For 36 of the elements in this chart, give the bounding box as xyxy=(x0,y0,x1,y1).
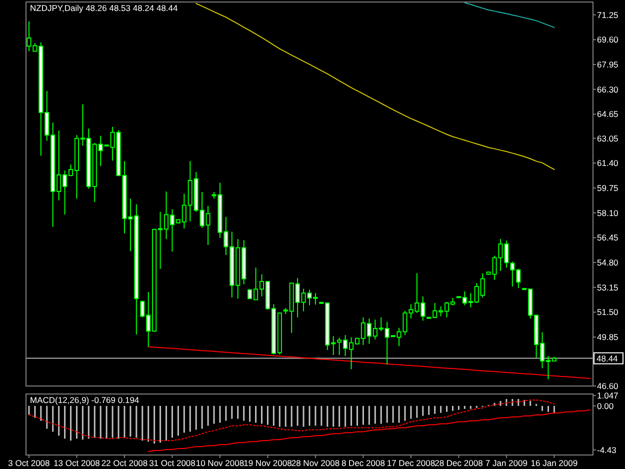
line-series xyxy=(464,2,555,28)
x-tick-label: 16 Jan 2009 xyxy=(530,458,578,468)
y-tick-label: 71.25 xyxy=(597,10,619,20)
x-tick-label: 8 Dec 2008 xyxy=(341,458,386,468)
line-series xyxy=(148,346,591,379)
x-tick-label: 22 Oct 2008 xyxy=(101,458,148,468)
y-tick-label: 64.65 xyxy=(597,109,619,120)
x-tick-label: 31 Oct 2008 xyxy=(149,458,196,468)
y-tick-label: 46.60 xyxy=(597,381,619,391)
y-tick-label: 61.40 xyxy=(597,158,619,168)
y-tick-label: 49.85 xyxy=(597,332,619,342)
y-tick-label: 58.10 xyxy=(597,208,619,218)
x-tick-label: 28 Dec 2008 xyxy=(434,458,484,468)
y-tick-label: 69.60 xyxy=(597,34,619,45)
y-tick-label: 53.15 xyxy=(597,282,619,292)
x-tick-label: 7 Jan 2009 xyxy=(485,458,528,468)
x-tick-label: 13 Oct 2008 xyxy=(54,458,100,468)
x-tick-label: 10 Nov 2008 xyxy=(196,458,244,468)
chart-title: NZDJPY,Daily 48.26 48.53 48.24 48.44 xyxy=(30,3,178,13)
y-tick-label: 1.047 xyxy=(597,390,619,401)
ref-line-label: 48.44 xyxy=(596,353,618,364)
x-tick-label: 19 Nov 2008 xyxy=(244,458,292,468)
y-tick-label: 56.45 xyxy=(597,232,619,243)
line-series xyxy=(196,3,555,170)
y-tick-label: -4.43 xyxy=(597,444,617,455)
y-tick-label: 59.75 xyxy=(597,182,619,193)
chart-title: MACD(12,26,9) -0.769 0.194 xyxy=(30,395,140,405)
y-tick-label: 0.00 xyxy=(597,400,614,411)
y-tick-label: 67.95 xyxy=(597,59,619,70)
y-tick-label: 54.80 xyxy=(597,258,619,268)
y-tick-label: 63.05 xyxy=(597,133,619,144)
y-tick-label: 66.30 xyxy=(597,84,619,94)
x-tick-label: 17 Dec 2008 xyxy=(386,458,436,468)
x-tick-label: 28 Nov 2008 xyxy=(291,458,340,468)
x-tick-label: 3 Oct 2008 xyxy=(8,458,50,468)
y-tick-label: 51.50 xyxy=(597,307,619,318)
